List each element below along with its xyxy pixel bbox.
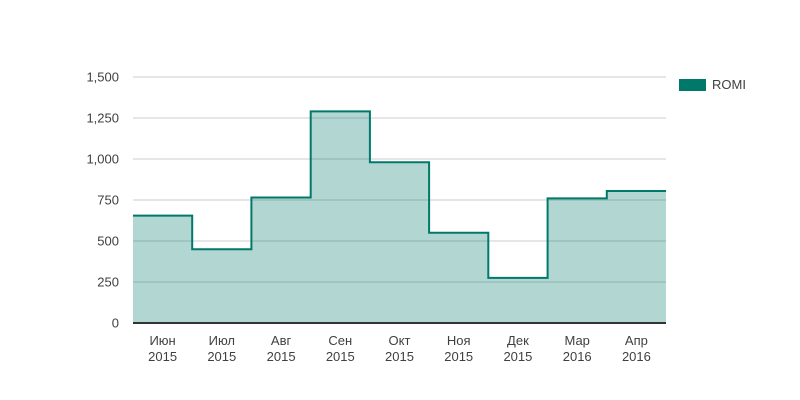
y-tick-label: 1,250 bbox=[86, 111, 119, 126]
x-tick-label-year: 2015 bbox=[148, 349, 177, 364]
y-tick-label: 1,000 bbox=[86, 152, 119, 167]
x-axis-labels: Июн2015Июл2015Авг2015Сен2015Окт2015Ноя20… bbox=[148, 333, 651, 364]
y-tick-label: 250 bbox=[97, 275, 119, 290]
x-tick-label-year: 2015 bbox=[503, 349, 532, 364]
x-tick-label-year: 2015 bbox=[326, 349, 355, 364]
x-tick-label-month: Окт bbox=[389, 333, 411, 348]
x-tick-label-year: 2015 bbox=[385, 349, 414, 364]
x-tick-label-year: 2015 bbox=[267, 349, 296, 364]
series-line-romi[interactable] bbox=[133, 110, 666, 279]
y-tick-label: 500 bbox=[97, 234, 119, 249]
x-tick-label-year: 2015 bbox=[207, 349, 236, 364]
x-tick-label-month: Дек bbox=[507, 333, 529, 348]
y-tick-label: 0 bbox=[112, 316, 119, 331]
x-tick-label-month: Сен bbox=[328, 333, 352, 348]
y-gridlines bbox=[133, 76, 666, 283]
legend-item-romi[interactable]: ROMI bbox=[679, 77, 746, 92]
y-axis-labels: 0 250 500 750 1,000 1,250 1,500 bbox=[86, 70, 119, 331]
x-tick-label-month: Июл bbox=[209, 333, 235, 348]
x-tick-label-month: Мар bbox=[564, 333, 589, 348]
x-tick-label-month: Апр bbox=[625, 333, 648, 348]
y-tick-label: 1,500 bbox=[86, 70, 119, 85]
x-tick-label-year: 2016 bbox=[622, 349, 651, 364]
x-tick-label-month: Июн bbox=[149, 333, 175, 348]
x-tick-label-year: 2016 bbox=[563, 349, 592, 364]
legend-swatch-icon bbox=[679, 78, 706, 91]
x-tick-label-month: Ноя bbox=[447, 333, 471, 348]
x-tick-label-year: 2015 bbox=[444, 349, 473, 364]
series-area-romi[interactable] bbox=[133, 111, 666, 324]
x-tick-label-month: Авг bbox=[271, 333, 292, 348]
legend-label: ROMI bbox=[712, 77, 746, 92]
y-tick-label: 750 bbox=[97, 193, 119, 208]
